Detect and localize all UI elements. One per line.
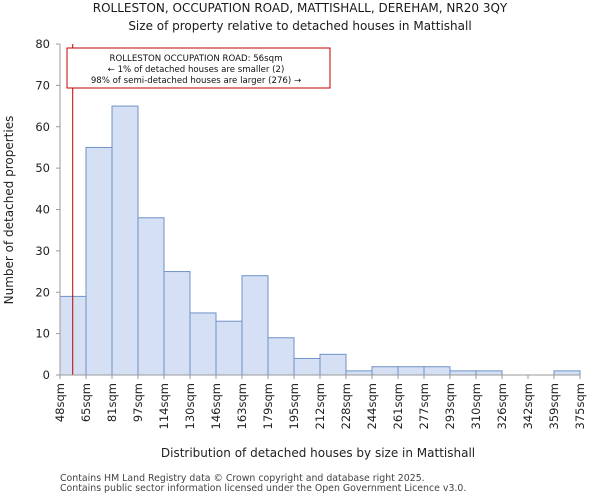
footer-attribution-2: Contains public sector information licen… bbox=[60, 483, 467, 494]
x-tick-label: 146sqm bbox=[209, 383, 223, 429]
footer-attribution-1: Contains HM Land Registry data © Crown c… bbox=[60, 473, 425, 484]
chart-subtitle: Size of property relative to detached ho… bbox=[128, 19, 471, 33]
y-tick-label: 40 bbox=[35, 203, 50, 217]
annotation-border bbox=[66, 47, 331, 89]
bar bbox=[345, 370, 373, 376]
y-axis-ticks: 0 10 20 30 40 50 60 70 80 bbox=[35, 37, 60, 382]
x-tick-label: 163sqm bbox=[235, 383, 249, 429]
annotation-box: ROLLESTON OCCUPATION ROAD: 56sqm ← 1% of… bbox=[66, 47, 331, 89]
x-tick-label: 342sqm bbox=[521, 383, 535, 429]
x-tick-label: 375sqm bbox=[573, 383, 587, 429]
x-tick-label: 310sqm bbox=[469, 383, 483, 429]
x-tick-label: 359sqm bbox=[547, 383, 561, 429]
chart-title: ROLLESTON, OCCUPATION ROAD, MATTISHALL, … bbox=[93, 1, 508, 15]
x-tick-label: 130sqm bbox=[183, 383, 197, 429]
bar bbox=[553, 370, 581, 376]
bar bbox=[267, 337, 295, 376]
y-tick-label: 30 bbox=[35, 244, 50, 258]
bar bbox=[423, 366, 451, 376]
x-tick-label: 212sqm bbox=[313, 383, 327, 429]
x-tick-label: 293sqm bbox=[443, 383, 457, 429]
x-tick-label: 114sqm bbox=[157, 383, 171, 429]
bar bbox=[215, 320, 243, 376]
y-tick-label: 20 bbox=[35, 285, 50, 299]
annotation-line-2: ← 1% of detached houses are smaller (2) bbox=[108, 65, 285, 75]
bar bbox=[293, 357, 321, 376]
y-tick-label: 70 bbox=[35, 78, 50, 92]
x-tick-label: 195sqm bbox=[287, 383, 301, 429]
bar bbox=[319, 353, 347, 376]
annotation-line-3: 98% of semi-detached houses are larger (… bbox=[91, 76, 301, 86]
y-tick-label: 50 bbox=[35, 161, 50, 175]
y-tick-label: 10 bbox=[35, 327, 50, 341]
y-tick-label: 80 bbox=[35, 37, 50, 51]
annotation-line-1: ROLLESTON OCCUPATION ROAD: 56sqm bbox=[110, 54, 283, 64]
x-tick-label: 65sqm bbox=[79, 383, 93, 422]
bar bbox=[163, 271, 191, 376]
x-tick-label: 228sqm bbox=[339, 383, 353, 429]
bar bbox=[449, 370, 477, 376]
bar bbox=[241, 275, 269, 376]
x-tick-label: 261sqm bbox=[391, 383, 405, 429]
bar bbox=[111, 105, 139, 376]
bar bbox=[137, 217, 165, 376]
x-tick-label: 326sqm bbox=[495, 383, 509, 429]
bar bbox=[85, 146, 113, 376]
y-axis-label: Number of detached properties bbox=[2, 116, 16, 305]
x-tick-label: 81sqm bbox=[105, 383, 119, 422]
x-axis-label: Distribution of detached houses by size … bbox=[161, 446, 475, 460]
bars bbox=[59, 105, 581, 376]
x-axis-ticks: 48sqm 65sqm 81sqm 97sqm 114sqm 130sqm 146sqm 16… bbox=[53, 375, 587, 429]
x-tick-label: 179sqm bbox=[261, 383, 275, 429]
bar bbox=[397, 366, 425, 376]
y-tick-label: 0 bbox=[43, 368, 50, 382]
x-tick-label: 277sqm bbox=[417, 383, 431, 429]
bar bbox=[371, 366, 399, 376]
bar bbox=[189, 312, 217, 376]
y-tick-label: 60 bbox=[35, 120, 50, 134]
x-tick-label: 97sqm bbox=[131, 383, 145, 422]
x-tick-label: 48sqm bbox=[53, 383, 67, 422]
bar bbox=[475, 370, 503, 376]
x-tick-label: 244sqm bbox=[365, 383, 379, 429]
